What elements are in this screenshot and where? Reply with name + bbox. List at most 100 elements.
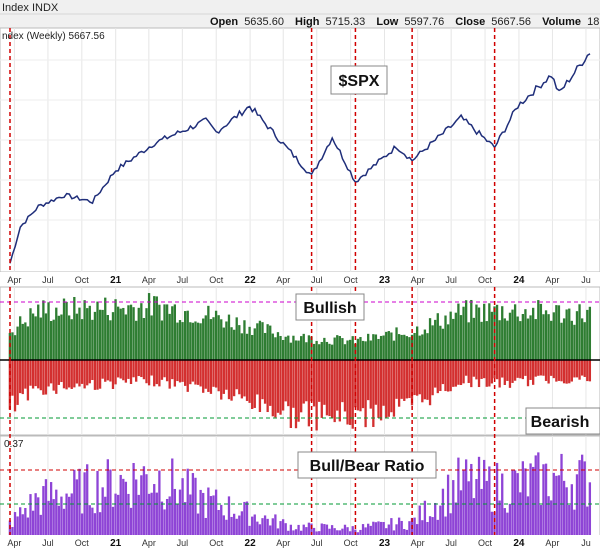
bearish-bar — [55, 360, 57, 394]
bullish-bar — [331, 345, 333, 360]
bearish-bar — [522, 360, 524, 379]
bullish-bar — [143, 318, 145, 360]
ratio-bar — [321, 523, 323, 536]
bullish-bar — [586, 310, 588, 360]
bullish-bar — [460, 315, 462, 360]
ratio-bar — [470, 464, 472, 536]
bearish-bar — [380, 360, 382, 420]
ratio-bar — [241, 511, 243, 536]
bearish-bar — [127, 360, 129, 379]
ratio-bar — [16, 516, 18, 536]
x-tick-label: 23 — [379, 538, 391, 549]
bullish-bar — [236, 317, 238, 360]
bullish-bar — [434, 320, 436, 360]
bullish-bar — [91, 320, 93, 360]
ratio-bar — [60, 497, 62, 536]
bullish-bar — [63, 299, 65, 360]
bearish-bar — [140, 360, 142, 377]
bullish-bar — [589, 307, 591, 360]
bullish-bar — [22, 324, 24, 360]
bearish-bar — [16, 360, 18, 405]
bearish-bar — [359, 360, 361, 411]
ratio-bar — [127, 494, 129, 536]
ratio-bar — [346, 527, 348, 536]
bullish-bar — [223, 328, 225, 360]
ratio-bar — [99, 512, 101, 536]
bullish-bar — [566, 309, 568, 360]
bearish-bar — [120, 360, 122, 379]
bullish-bar — [581, 318, 583, 360]
ratio-bar — [431, 517, 433, 536]
bearish-bar — [524, 360, 526, 376]
bearish-bar — [506, 360, 508, 381]
bearish-bar — [184, 360, 186, 386]
bearish-bar — [220, 360, 222, 400]
bearish-bar — [223, 360, 225, 394]
bullish-bar — [571, 321, 573, 360]
bullish-bar — [295, 340, 297, 360]
bearish-bar — [424, 360, 426, 399]
ratio-bar — [89, 505, 91, 536]
bullish-bar — [406, 336, 408, 360]
bullish-bar — [524, 309, 526, 360]
bearish-bar — [241, 360, 243, 398]
bullish-bar — [452, 319, 454, 360]
ratio-bar — [419, 506, 421, 536]
ratio-bar — [403, 529, 405, 536]
ratio-bar — [295, 529, 297, 536]
bullish-bar — [300, 336, 302, 360]
ratio-bar — [197, 514, 199, 536]
bullish-bar — [532, 308, 534, 360]
bullish-bar — [395, 327, 397, 360]
bullish-bar — [181, 322, 183, 360]
ratio-bar — [238, 516, 240, 536]
bearish-bar — [398, 360, 400, 407]
bullish-bar — [153, 296, 155, 360]
bullish-bar — [470, 300, 472, 360]
x-tick-label: Apr — [545, 538, 559, 548]
bearish-bar — [274, 360, 276, 417]
ratio-bar — [547, 496, 549, 536]
bearish-bar — [452, 360, 454, 387]
ratio-bar — [328, 529, 330, 536]
bearish-bar — [318, 360, 320, 402]
bearish-bar — [34, 360, 36, 386]
bearish-bar — [514, 360, 516, 381]
ratio-bar — [251, 517, 253, 536]
ratio-bar — [225, 520, 227, 536]
bearish-bar — [27, 360, 29, 400]
bullish-bar — [145, 308, 147, 360]
bearish-bar — [442, 360, 444, 384]
bullish-bar — [205, 315, 207, 360]
bearish-bar — [150, 360, 152, 376]
bearish-bar — [171, 360, 173, 379]
bearish-bar — [545, 360, 547, 381]
ratio-bar — [498, 501, 500, 536]
ratio-bar — [522, 461, 524, 536]
ratio-bar — [308, 523, 310, 536]
x-tick-label: Jul — [42, 275, 54, 285]
bullish-bar — [473, 318, 475, 360]
bullish-bar — [509, 313, 511, 360]
bearish-bar — [578, 360, 580, 380]
bearish-bar — [403, 360, 405, 401]
bearish-bar — [148, 360, 150, 385]
bearish-bar — [125, 360, 127, 383]
bearish-bar — [251, 360, 253, 409]
ratio-bar — [169, 496, 171, 536]
ratio-bar — [145, 474, 147, 536]
bullish-bar — [189, 322, 191, 360]
ratio-bar — [501, 474, 503, 536]
bullish-bar — [483, 304, 485, 360]
ratio-bar — [223, 515, 225, 536]
bearish-bar — [114, 360, 116, 384]
ratio-bar — [210, 496, 212, 536]
bullish-bar — [364, 341, 366, 360]
bearish-bar — [372, 360, 374, 427]
x-tick-label: Apr — [276, 538, 290, 548]
bearish-bar — [238, 360, 240, 394]
bullish-bar — [584, 322, 586, 360]
ratio-bar — [138, 495, 140, 536]
bearish-bar — [393, 360, 395, 417]
